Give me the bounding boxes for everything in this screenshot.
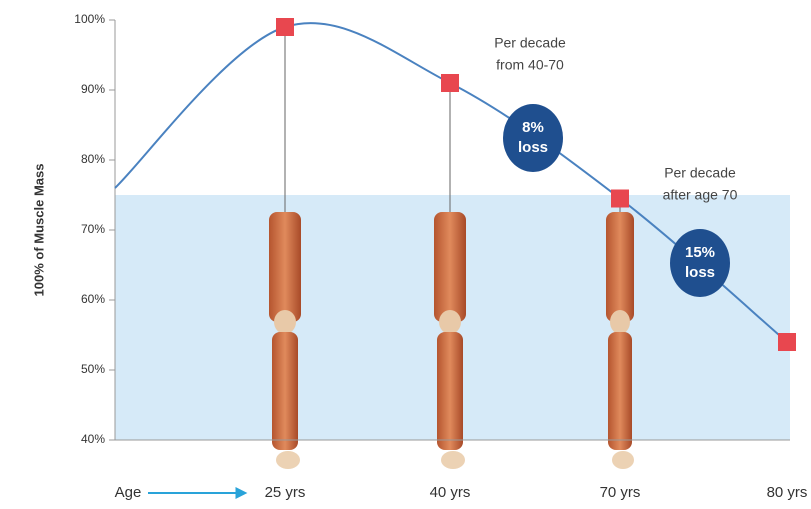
loss-label: 15% xyxy=(685,244,715,261)
chart: 100% of Muscle Mass Age 40% 50% 60% 70% 80% 9… xyxy=(0,0,811,509)
loss-label: loss xyxy=(518,139,548,156)
marker xyxy=(778,333,796,351)
x-tick-label: 70 yrs xyxy=(600,484,641,501)
y-tick-label: 50% xyxy=(81,362,105,376)
marker xyxy=(441,74,459,92)
y-tick-label: 40% xyxy=(81,432,105,446)
marker xyxy=(276,18,294,36)
annotation: after age 70 xyxy=(663,187,738,203)
x-tick-label: 25 yrs xyxy=(265,484,306,501)
x-tick-label: 40 yrs xyxy=(430,484,471,501)
annotation: Per decade xyxy=(494,35,566,51)
x-tick-label: 80 yrs xyxy=(767,484,808,501)
annotation: from 40-70 xyxy=(496,57,564,73)
loss-label: 8% xyxy=(522,119,544,136)
marker xyxy=(611,190,629,208)
x-axis-title: Age xyxy=(115,484,142,501)
y-tick-label: 70% xyxy=(81,222,105,236)
y-tick-label: 100% xyxy=(74,12,105,26)
y-tick-label: 90% xyxy=(81,82,105,96)
y-axis-title: 100% of Muscle Mass xyxy=(31,164,46,297)
y-tick-label: 60% xyxy=(81,292,105,306)
y-tick-label: 80% xyxy=(81,152,105,166)
annotation: Per decade xyxy=(664,165,736,181)
loss-label: loss xyxy=(685,264,715,281)
